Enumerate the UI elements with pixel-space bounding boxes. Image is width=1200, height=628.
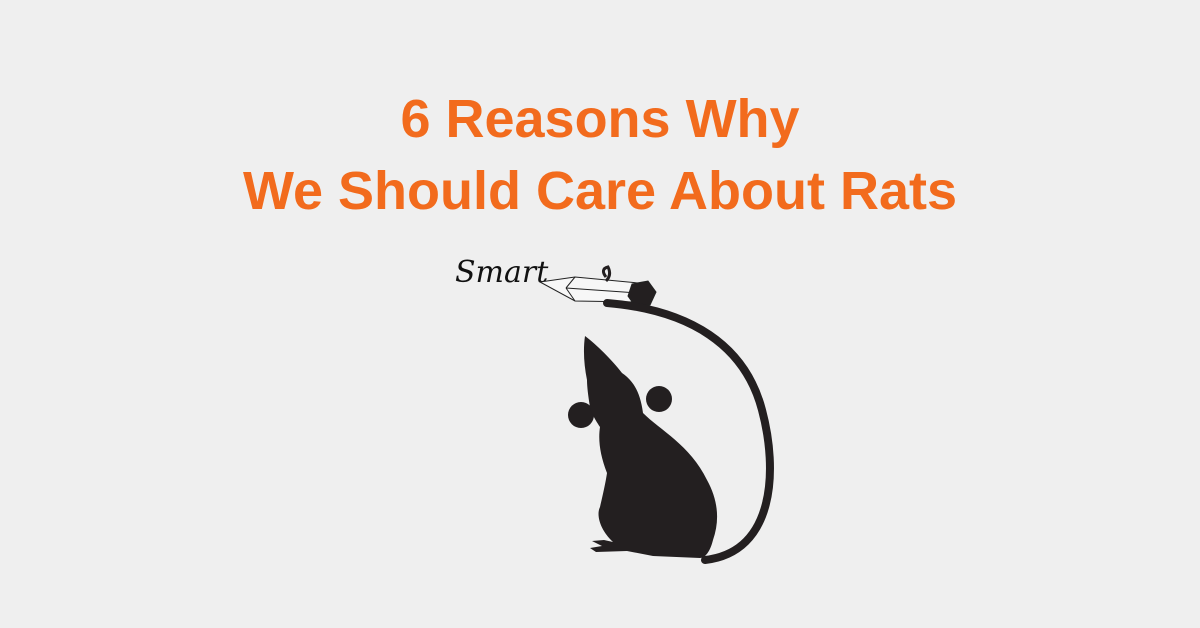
pencil-icon: [538, 265, 657, 307]
smart-label: Smart: [455, 255, 549, 290]
title-line-1: 6 Reasons Why: [400, 89, 800, 149]
rat-silhouette: [568, 299, 774, 564]
title-line-2: We Should Care About Rats: [242, 161, 958, 221]
